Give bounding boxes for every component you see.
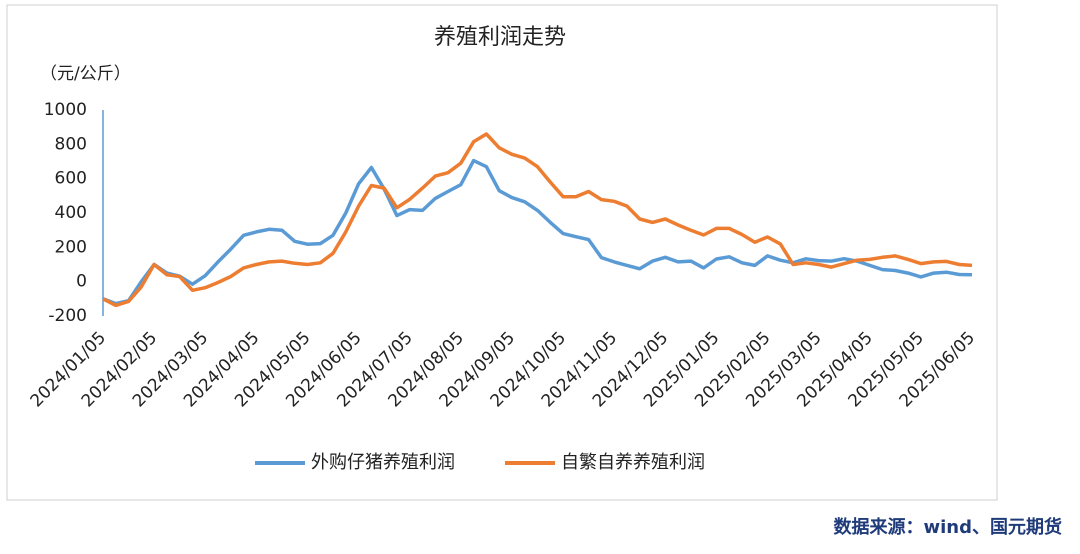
y-tick-label: 600	[55, 169, 87, 189]
y-tick-label: 1000	[44, 100, 87, 120]
chart-title: 养殖利润走势	[434, 25, 566, 50]
y-tick-label: -200	[48, 306, 87, 326]
series-line	[102, 132, 973, 308]
y-tick-label: 0	[76, 272, 87, 292]
y-tick-label: 200	[55, 237, 87, 257]
chart-border	[6, 4, 998, 501]
source-note: 数据来源：wind、国元期货	[834, 516, 1063, 538]
series-line	[102, 158, 973, 306]
legend-label: 外购仔猪养殖利润	[311, 451, 455, 473]
legend-label: 自繁自养养殖利润	[561, 451, 705, 473]
y-axis-label: （元/公斤）	[40, 64, 131, 84]
y-tick-label: 800	[55, 134, 87, 154]
y-tick-label: 400	[55, 203, 87, 223]
